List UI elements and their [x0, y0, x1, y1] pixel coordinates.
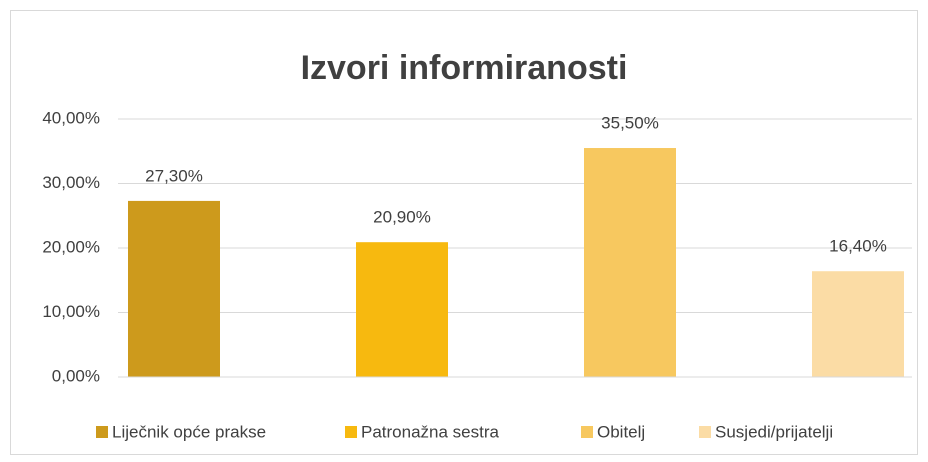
data-label: 16,40% [829, 237, 887, 256]
y-tick-label: 20,00% [42, 237, 100, 256]
y-tick-label: 30,00% [42, 173, 100, 192]
bar [128, 200, 220, 377]
legend-swatch [96, 426, 108, 438]
legend-label: Obitelj [597, 422, 645, 441]
bar [584, 148, 676, 377]
legend-swatch [345, 426, 357, 438]
y-tick-label: 40,00% [42, 108, 100, 127]
y-tick-label: 0,00% [52, 366, 100, 385]
legend-label: Susjedi/prijatelji [715, 422, 833, 441]
data-label: 27,30% [145, 166, 203, 185]
y-tick-label: 10,00% [42, 302, 100, 321]
legend-label: Liječnik opće prakse [112, 422, 266, 441]
bar [356, 242, 448, 377]
legend-label: Patronažna sestra [361, 422, 500, 441]
legend-swatch [581, 426, 593, 438]
chart-title: Izvori informiranosti [301, 49, 628, 87]
legend-swatch [699, 426, 711, 438]
data-label: 35,50% [601, 114, 659, 133]
data-label: 20,90% [373, 208, 431, 227]
bar [812, 271, 904, 377]
